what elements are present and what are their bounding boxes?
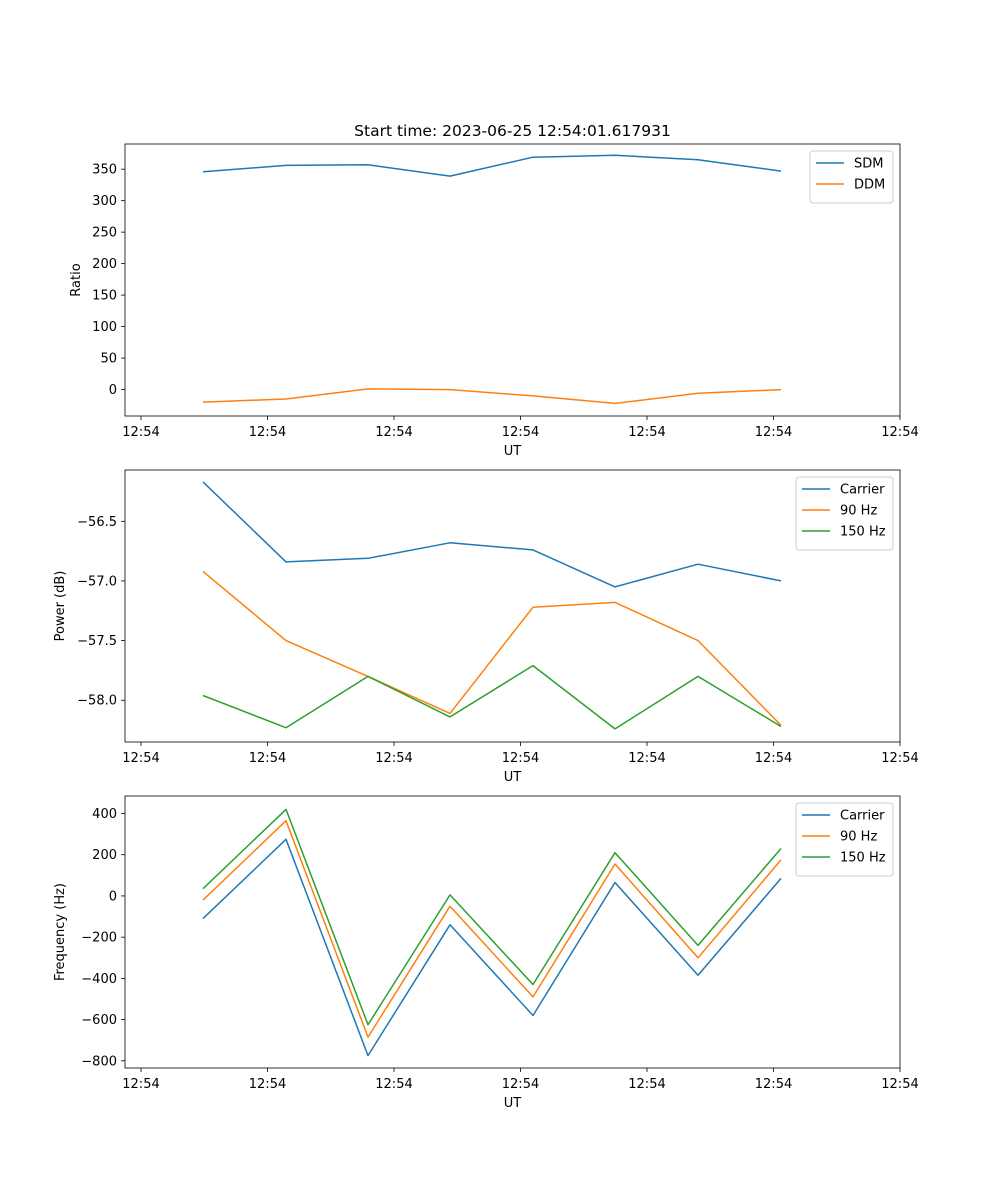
series-line-sdm (202, 154, 782, 177)
axes-frame (124, 143, 901, 417)
legend-label: 90 Hz (840, 504, 877, 519)
legend: Carrier 90 Hz 150 Hz (795, 802, 894, 877)
legend-box (809, 150, 894, 204)
series-line-150-hz (202, 664, 782, 730)
legend-label: 90 Hz (840, 830, 877, 845)
y-tick-label: −200 (81, 931, 117, 946)
legend-label: Carrier (840, 809, 885, 824)
y-tick-label: 150 (92, 289, 117, 304)
series-line-ddm (202, 388, 782, 405)
x-tick-label: 12:54 (502, 425, 539, 440)
series-line-150-hz (202, 808, 782, 1026)
x-axis-label: UT (504, 770, 522, 785)
x-tick-label: 12:54 (628, 425, 665, 440)
x-tick-label: 12:54 (628, 751, 665, 766)
x-tick-label: 12:54 (502, 751, 539, 766)
x-tick-label: 12:54 (881, 425, 918, 440)
legend: Carrier 90 Hz 150 Hz (795, 476, 894, 551)
x-tick-label: 12:54 (249, 1077, 286, 1092)
y-tick-label: −600 (81, 1013, 117, 1028)
legend-label: Carrier (840, 483, 885, 498)
y-tick-label: 300 (92, 194, 117, 209)
x-tick-label: 12:54 (755, 425, 792, 440)
y-axis-label: Power (dB) (53, 571, 68, 642)
subplots: 12:54 12:54 12:54 12:54 12:54 12:54 12:54 0 50 10… (53, 143, 919, 1111)
series-line-carrier (202, 838, 782, 1057)
legend: SDM DDM (809, 150, 894, 204)
y-tick-label: 400 (92, 807, 117, 822)
legend-label: 150 Hz (840, 525, 886, 540)
x-tick-label: 12:54 (881, 1077, 918, 1092)
series-line-carrier (202, 481, 782, 588)
subplot-1: 12:54 12:54 12:54 12:54 12:54 12:54 12:54 0 50 10… (69, 143, 919, 459)
x-tick-label: 12:54 (881, 751, 918, 766)
y-axis-label: Ratio (69, 263, 84, 296)
x-tick-label: 12:54 (249, 425, 286, 440)
subplot-2: 12:54 12:54 12:54 12:54 12:54 12:54 12:54 −58.0… (53, 469, 919, 785)
y-tick-label: 350 (92, 163, 117, 178)
legend-label: DDM (854, 178, 885, 193)
x-axis-label: UT (504, 444, 522, 459)
legend-label: SDM (854, 157, 883, 172)
axes-frame (124, 469, 901, 743)
y-tick-label: −800 (81, 1054, 117, 1069)
x-tick-label: 12:54 (502, 1077, 539, 1092)
x-tick-label: 12:54 (375, 751, 412, 766)
x-tick-label: 12:54 (249, 751, 286, 766)
y-tick-label: −400 (81, 972, 117, 987)
x-tick-label: 12:54 (122, 1077, 159, 1092)
y-tick-label: 50 (100, 352, 117, 367)
x-tick-label: 12:54 (375, 1077, 412, 1092)
x-axis-label: UT (504, 1096, 522, 1111)
axes-frame (124, 795, 901, 1069)
x-tick-label: 12:54 (628, 1077, 665, 1092)
x-tick-label: 12:54 (122, 751, 159, 766)
y-tick-label: 250 (92, 226, 117, 241)
subplot-3: 12:54 12:54 12:54 12:54 12:54 12:54 12:54 −800 −… (53, 795, 919, 1111)
x-tick-label: 12:54 (122, 425, 159, 440)
figure-title: Start time: 2023-06-25 12:54:01.617931 (354, 122, 671, 140)
y-tick-label: −56.5 (77, 515, 117, 530)
y-tick-label: −58.0 (77, 694, 117, 709)
y-tick-label: 0 (109, 889, 117, 904)
series-line-90-hz (202, 570, 782, 726)
y-axis-label: Frequency (Hz) (53, 883, 68, 981)
y-tick-label: −57.0 (77, 574, 117, 589)
x-tick-label: 12:54 (755, 1077, 792, 1092)
series-line-90-hz (202, 819, 782, 1038)
y-tick-label: 200 (92, 848, 117, 863)
y-tick-label: 100 (92, 320, 117, 335)
x-tick-label: 12:54 (375, 425, 412, 440)
y-tick-label: −57.5 (77, 634, 117, 649)
x-tick-label: 12:54 (755, 751, 792, 766)
legend-label: 150 Hz (840, 851, 886, 866)
y-tick-label: 200 (92, 257, 117, 272)
y-tick-label: 0 (109, 383, 117, 398)
